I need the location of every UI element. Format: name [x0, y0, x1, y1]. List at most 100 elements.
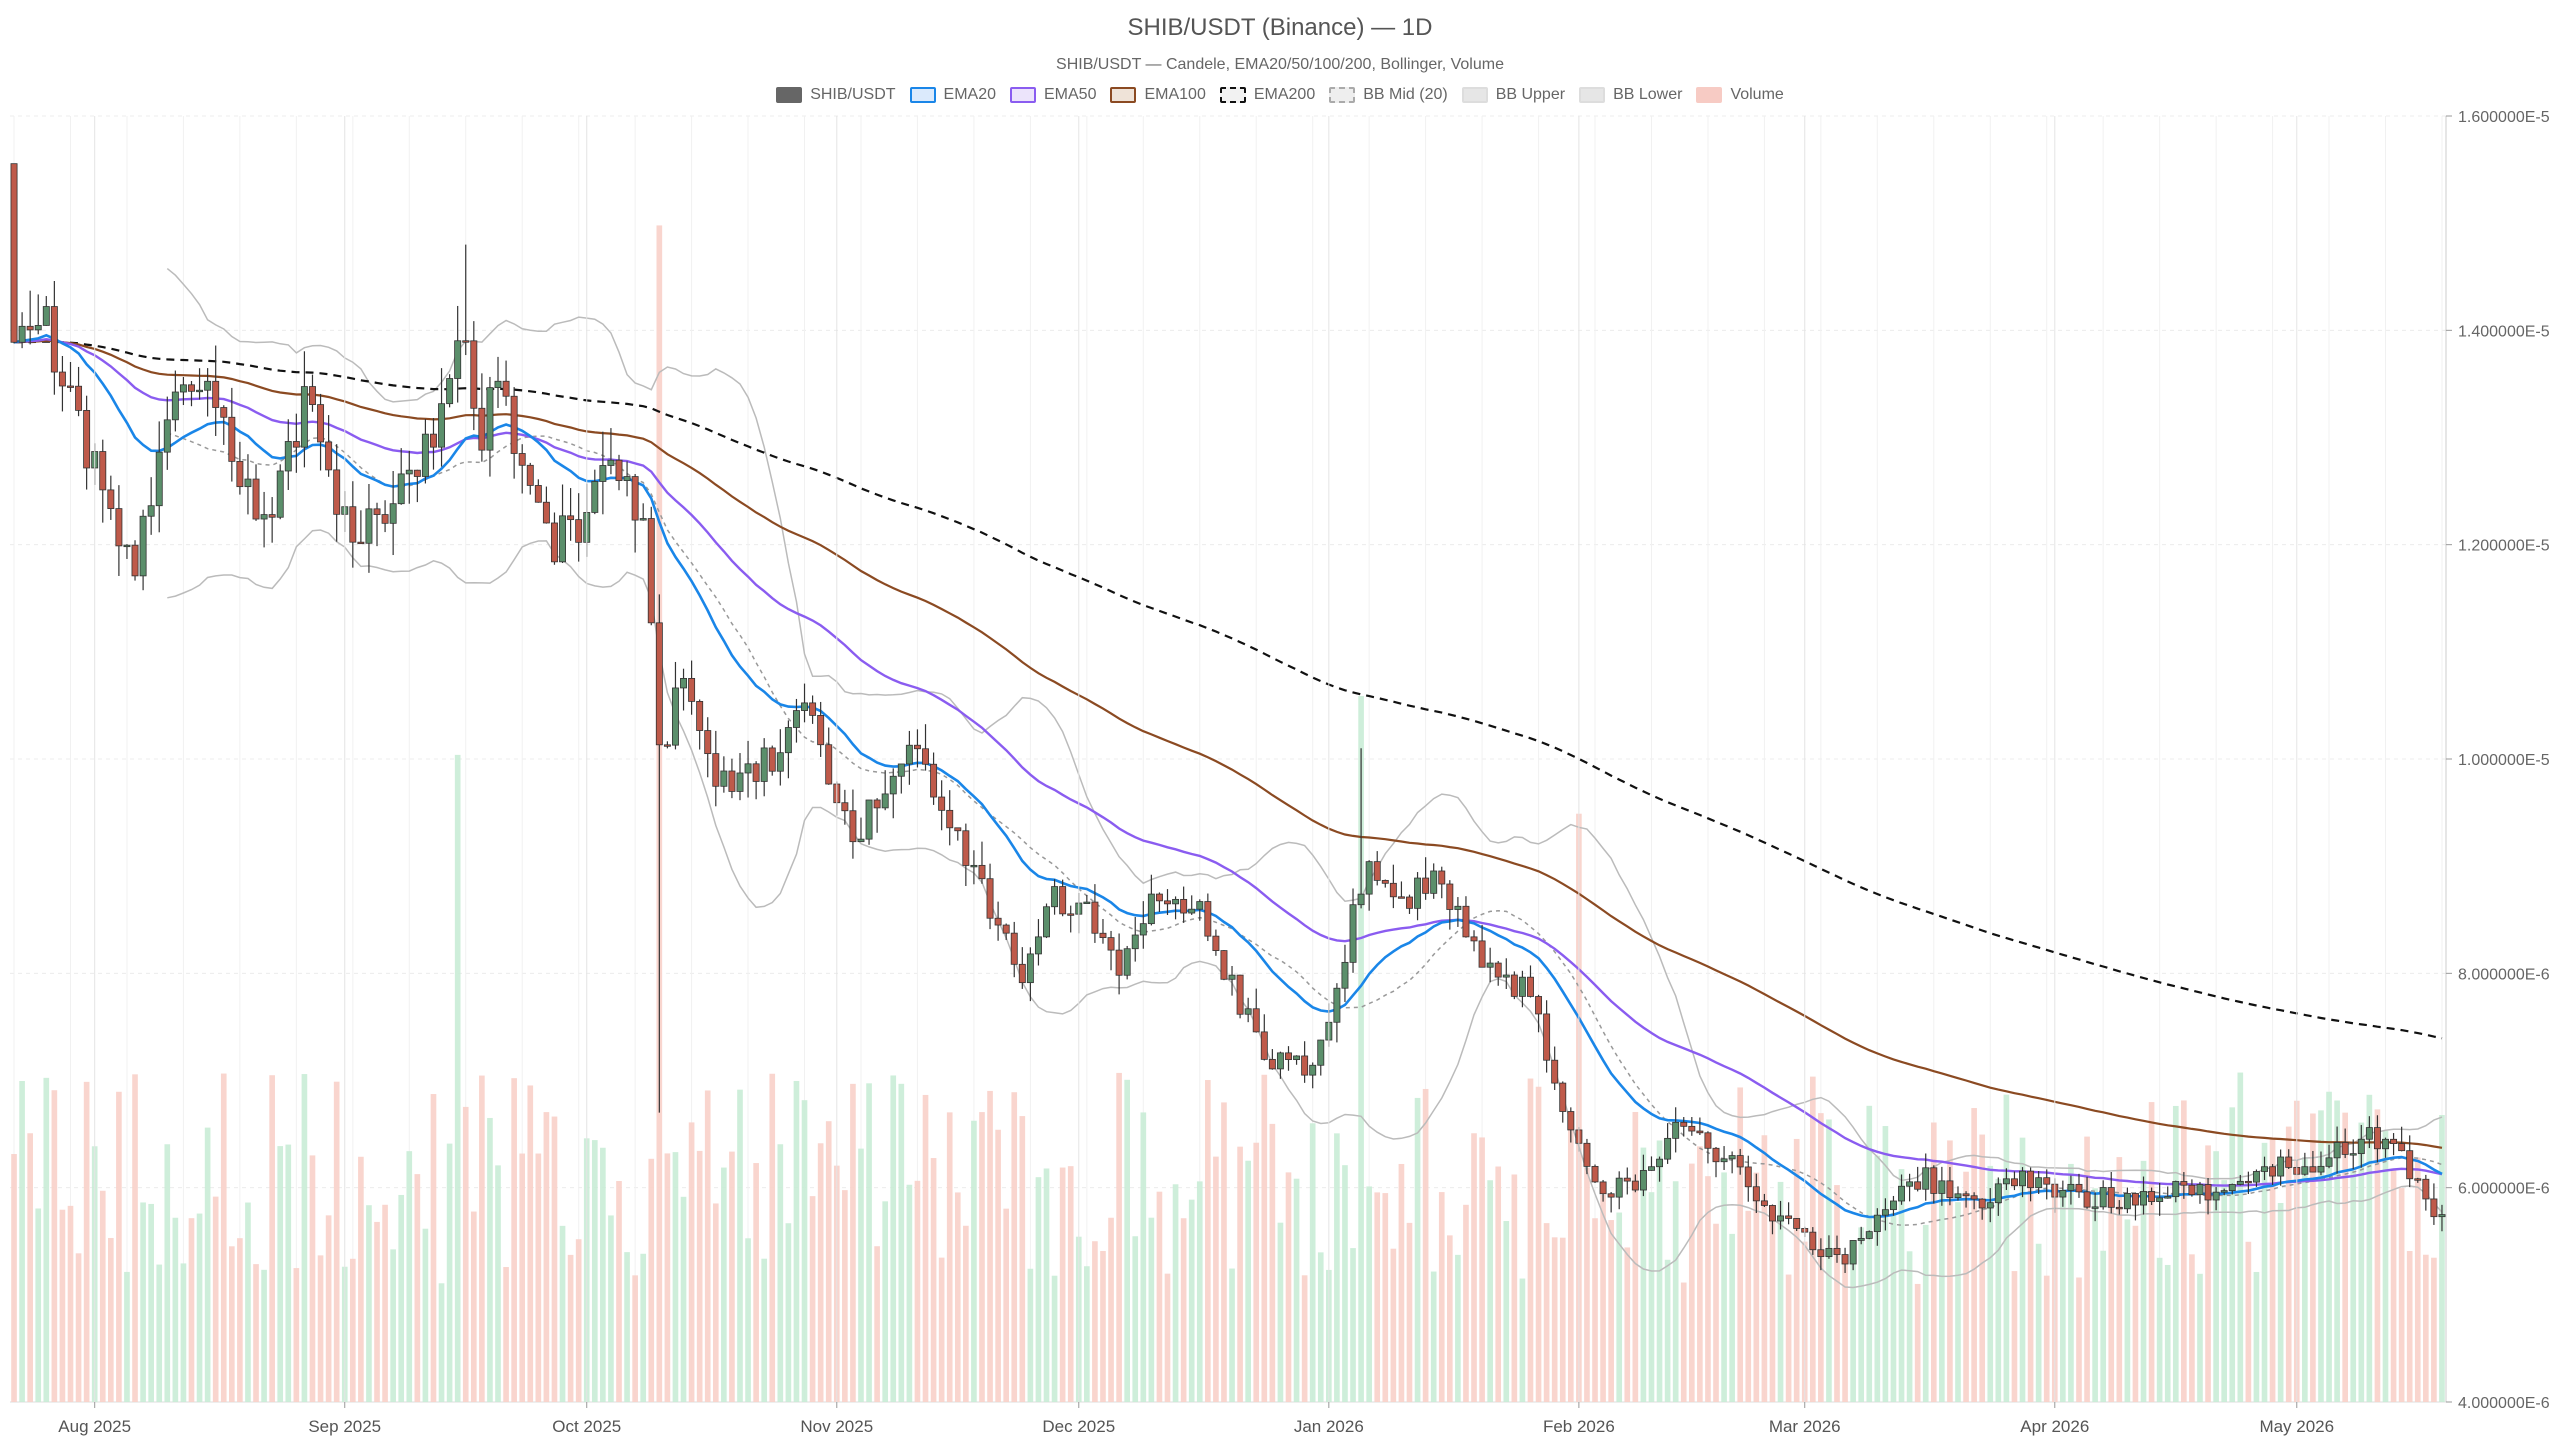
candle-body	[1639, 1170, 1647, 1191]
volume-bar	[309, 1155, 316, 1402]
candle-body	[817, 715, 825, 746]
volume-bar	[567, 1254, 574, 1402]
candle-body	[58, 371, 66, 387]
candle-body	[2406, 1150, 2414, 1180]
volume-bar	[1906, 1251, 1913, 1402]
volume-bar	[1697, 1146, 1703, 1402]
candle-body	[260, 514, 268, 520]
candle-body	[1518, 976, 1526, 997]
candle-body	[1970, 1195, 1978, 1200]
candle-body	[1656, 1158, 1664, 1168]
legend-item[interactable]: EMA50	[1010, 84, 1096, 106]
legend-item[interactable]: BB Lower	[1579, 84, 1682, 106]
volume-bar	[2148, 1102, 2155, 1402]
candle-body	[1978, 1198, 1986, 1209]
volume-bar	[261, 1269, 267, 1402]
volume-bar	[2027, 1177, 2034, 1402]
volume-bar	[1261, 1074, 1268, 1402]
volume-bar	[1721, 1172, 1727, 1402]
candle-body	[591, 481, 599, 513]
volume-bar	[817, 1143, 824, 1402]
volume-bar	[721, 1167, 727, 1402]
volume-bar	[2092, 1188, 2098, 1402]
candle-body	[188, 384, 195, 392]
candle-body	[462, 340, 470, 343]
candle-body	[1841, 1254, 1849, 1265]
volume-bar	[2172, 1105, 2179, 1402]
volume-bar	[1382, 1193, 1389, 1402]
candle-body	[897, 763, 905, 777]
candle-body	[849, 810, 857, 843]
volume-bar	[769, 1073, 776, 1402]
volume-bar	[1898, 1169, 1905, 1402]
volume-bar	[809, 1196, 816, 1402]
legend-label: EMA50	[1044, 86, 1097, 103]
volume-bar	[503, 1267, 509, 1402]
volume-bar	[1785, 1274, 1792, 1402]
candle-body	[2019, 1170, 2026, 1187]
volume-bar	[2342, 1112, 2348, 1402]
volume-bar	[1487, 1180, 1493, 1402]
volume-bar	[1043, 1168, 1050, 1402]
legend-label: SHIB/USDT	[810, 86, 896, 103]
candle-body	[236, 460, 244, 488]
volume-bar	[842, 1190, 848, 1402]
candle-body	[2123, 1193, 2131, 1210]
candle-body	[1180, 898, 1188, 914]
legend-item[interactable]: EMA100	[1110, 84, 1206, 106]
legend-swatch	[1110, 87, 1137, 103]
volume-bar	[2229, 1107, 2236, 1402]
candle-body	[1018, 963, 1026, 984]
candle-body	[881, 793, 889, 809]
volume-bar	[19, 1080, 25, 1402]
candle-body	[1397, 896, 1405, 899]
volume-bar	[228, 1246, 235, 1402]
candle-body	[1381, 879, 1389, 884]
volume-bar	[124, 1271, 130, 1402]
volume-bar	[43, 1077, 50, 1402]
candle-body	[397, 473, 405, 505]
volume-bar	[2414, 1157, 2421, 1402]
candle-body	[671, 687, 679, 746]
candle-body	[1607, 1193, 1615, 1198]
candle-body	[1591, 1165, 1599, 1183]
candle-body	[542, 501, 550, 524]
volume-bar	[535, 1153, 542, 1402]
volume-bar	[422, 1228, 429, 1402]
volume-bar	[680, 1196, 687, 1402]
candle-body	[1438, 870, 1446, 885]
candle-body	[1462, 905, 1470, 938]
candle-body	[268, 514, 276, 518]
volume-bar	[1559, 1237, 1566, 1402]
volume-bar	[785, 1223, 792, 1402]
candle-body	[913, 744, 921, 750]
volume-bar	[745, 1238, 751, 1402]
candle-body	[2196, 1184, 2204, 1196]
candle-body	[115, 508, 123, 547]
volume-bar	[946, 1112, 953, 1402]
candle-body	[34, 325, 42, 331]
volume-bar	[188, 1218, 195, 1402]
legend-item[interactable]: BB Mid (20)	[1329, 84, 1448, 106]
candle-body	[1712, 1147, 1720, 1163]
legend-item[interactable]: Volume	[1696, 84, 1784, 106]
volume-bar	[390, 1249, 396, 1402]
candle-body	[1857, 1238, 1865, 1241]
volume-bar	[1648, 1192, 1655, 1402]
volume-bar	[1229, 1268, 1235, 1402]
volume-bar	[1100, 1250, 1106, 1402]
legend-item[interactable]: BB Upper	[1461, 84, 1565, 106]
candle-body	[1744, 1166, 1752, 1188]
legend-item[interactable]: EMA200	[1219, 84, 1315, 106]
candle-body	[1220, 950, 1228, 980]
candle-body	[1107, 937, 1115, 951]
legend-item[interactable]: SHIB/USDT	[776, 84, 896, 106]
volume-bar	[1551, 1237, 1558, 1402]
candle-body	[42, 306, 50, 326]
volume-bar	[1777, 1181, 1784, 1402]
candle-body	[2341, 1142, 2349, 1155]
legend-item[interactable]: EMA20	[909, 84, 996, 106]
x-tick-label: Apr 2026	[2020, 1417, 2089, 1436]
volume-bar	[1705, 1176, 1711, 1402]
candle-body	[1276, 1052, 1284, 1070]
